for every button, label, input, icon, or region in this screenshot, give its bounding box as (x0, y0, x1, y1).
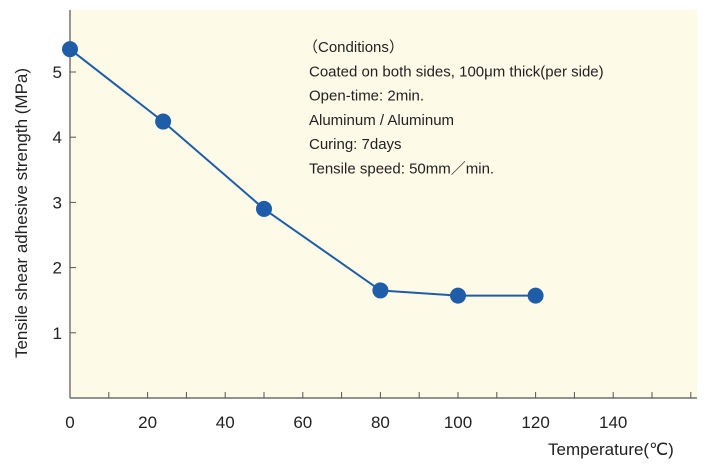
x-tick-label: 0 (65, 413, 74, 432)
y-tick-label: 5 (53, 63, 62, 82)
x-tick-label: 120 (521, 413, 549, 432)
y-tick-label: 3 (53, 193, 62, 212)
x-tick-label: 140 (599, 413, 627, 432)
series-layer (62, 41, 544, 304)
conditions-line: Aluminum / Aluminum (309, 112, 454, 129)
plot-area (70, 10, 697, 398)
data-point (527, 287, 544, 304)
x-tick-label: 60 (293, 413, 312, 432)
data-point (450, 287, 466, 304)
data-point (256, 200, 272, 217)
conditions-line: Coated on both sides, 100μm thick(per si… (309, 63, 604, 80)
x-tick-label: 80 (371, 413, 390, 432)
x-axis: 0 20 40 60 80 100 120 140 (65, 392, 697, 432)
data-point (62, 41, 78, 58)
x-tick-label: 20 (138, 413, 157, 432)
conditions-line: （Conditions） (303, 39, 404, 56)
data-point (372, 282, 389, 299)
y-tick-label: 4 (53, 128, 62, 147)
conditions-line: Curing: 7days (309, 136, 402, 153)
conditions-annotation: （Conditions） Coated on both sides, 100μm … (303, 39, 604, 178)
conditions-line: Tensile speed: 50mm／min. (309, 161, 494, 178)
data-point (155, 113, 172, 130)
x-tick-label: 100 (444, 413, 472, 432)
y-axis-title: Tensile shear adhesive strength (MPa) (12, 68, 31, 358)
x-axis-title: Temperature(℃) (548, 440, 674, 459)
series-line (69, 48, 536, 297)
y-tick-label: 2 (53, 259, 62, 278)
y-axis: 1 2 3 4 5 (53, 10, 76, 399)
conditions-line: Open-time: 2min. (309, 88, 424, 105)
y-tick-label: 1 (53, 324, 62, 343)
x-tick-label: 40 (216, 413, 235, 432)
